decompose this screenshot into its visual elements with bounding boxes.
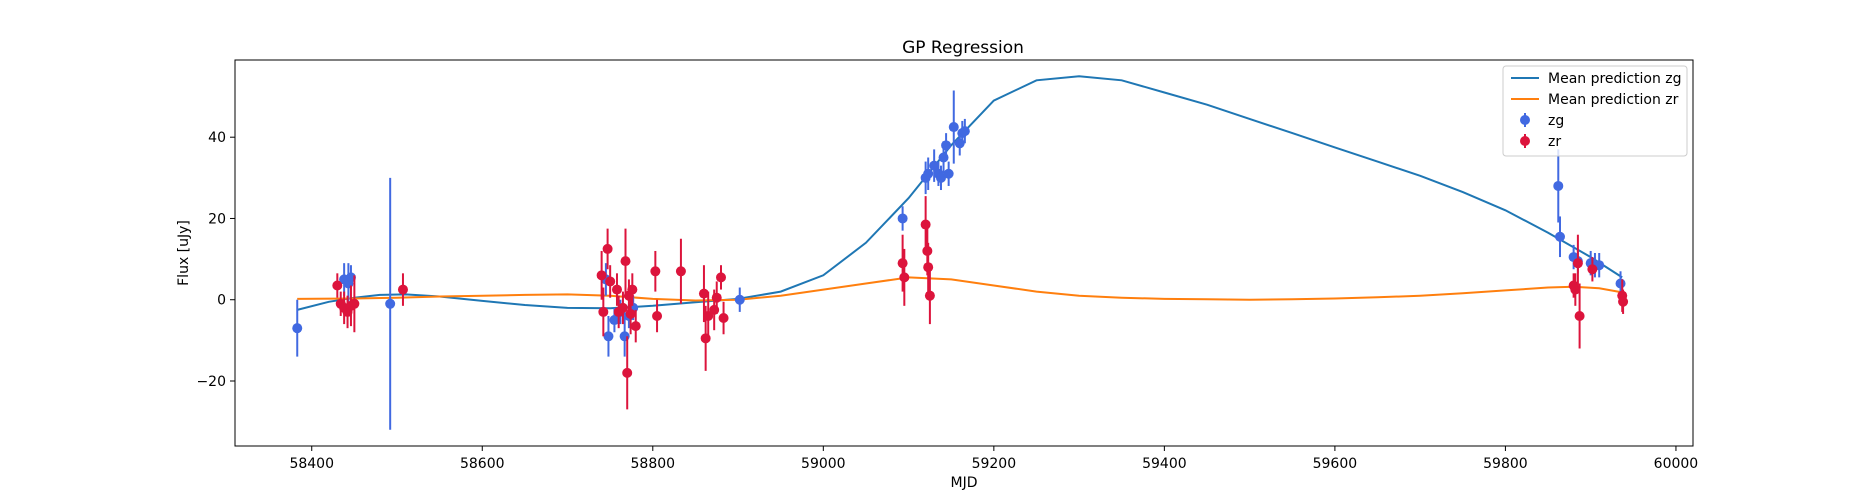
x-axis-label: MJD	[951, 475, 978, 491]
data-point-zr	[620, 256, 631, 267]
data-point-zr	[622, 367, 633, 378]
series-zr	[332, 196, 1629, 410]
data-point-zr	[617, 302, 628, 313]
data-point-zr	[924, 290, 935, 301]
y-axis: −20 0 20 40	[196, 130, 235, 390]
data-point-zr	[920, 219, 931, 230]
legend-box	[1502, 65, 1688, 157]
data-point-zg	[292, 323, 303, 334]
data-point-zr	[675, 266, 686, 277]
data-point-zr	[652, 310, 663, 321]
y-tick-label: 0	[217, 293, 226, 309]
data-point-zr	[397, 284, 408, 295]
data-point-zr	[923, 262, 934, 273]
chart-title: GP Regression	[902, 38, 1024, 58]
data-point-zr	[1574, 310, 1585, 321]
data-point-zr	[716, 272, 726, 283]
data-point-zr	[650, 266, 661, 277]
plot-area	[292, 75, 1629, 430]
series-zg	[292, 90, 1626, 430]
y-tick-label: −20	[196, 374, 226, 390]
data-point-zg	[923, 168, 934, 179]
legend-point-swatch	[1520, 136, 1530, 146]
legend-label: zg	[1548, 113, 1564, 129]
prediction-line-zg	[296, 75, 1623, 311]
data-point-zg	[385, 298, 396, 309]
x-tick-label: 58400	[289, 456, 334, 472]
y-tick-label: 20	[208, 211, 226, 227]
data-point-zr	[627, 284, 638, 295]
data-point-zg	[603, 331, 614, 342]
data-point-zr	[897, 258, 908, 269]
legend-label: Mean prediction zr	[1548, 92, 1679, 108]
data-point-zr	[611, 284, 622, 295]
data-point-zg	[943, 168, 954, 179]
y-tick-label: 40	[208, 130, 226, 146]
plot-frame	[234, 59, 1694, 447]
data-point-zg	[929, 160, 940, 171]
data-point-zg	[734, 294, 745, 305]
x-tick-label: 59400	[1142, 456, 1187, 472]
data-point-zr	[349, 298, 360, 309]
data-point-zg	[609, 315, 620, 326]
legend-label: zr	[1548, 134, 1561, 150]
data-point-zg	[959, 126, 970, 137]
data-point-zg	[935, 172, 946, 183]
y-axis-label: Flux [uJy]	[176, 220, 192, 286]
data-point-zg	[1554, 231, 1565, 242]
prediction-line-zr	[297, 276, 1623, 302]
x-tick-label: 59600	[1313, 456, 1358, 472]
data-point-zr	[596, 270, 607, 281]
x-tick-label: 58600	[460, 456, 505, 472]
data-point-zr	[605, 276, 616, 287]
data-point-zg	[948, 122, 959, 133]
data-point-zr	[899, 272, 910, 283]
data-point-zr	[598, 306, 609, 317]
x-tick-label: 59200	[972, 456, 1017, 472]
data-point-zr	[602, 243, 613, 254]
data-point-zg	[1615, 278, 1626, 289]
x-tick-label: 59000	[801, 456, 846, 472]
data-point-zr	[625, 308, 636, 319]
data-point-zr	[630, 321, 641, 332]
x-tick-label: 59800	[1483, 456, 1528, 472]
legend-label: Mean prediction zg	[1548, 71, 1682, 87]
data-point-zr	[711, 292, 722, 303]
x-tick-label: 60000	[1654, 456, 1699, 472]
data-point-zr	[1618, 296, 1629, 307]
x-axis: 58400 58600 58800 59000 59200 59400 59600 59800…	[289, 446, 1698, 472]
data-point-zr	[1587, 264, 1598, 275]
data-point-zg	[1553, 180, 1564, 191]
data-point-zr	[698, 288, 709, 299]
x-tick-label: 58800	[631, 456, 676, 472]
legend-point-swatch	[1520, 115, 1530, 125]
data-point-zg	[941, 140, 952, 151]
data-point-zr	[1572, 258, 1583, 269]
legend: Mean prediction zg Mean prediction zr zg zr	[1502, 65, 1688, 157]
data-point-zg	[897, 213, 908, 224]
data-point-zr	[718, 313, 729, 324]
data-point-zr	[332, 280, 343, 291]
